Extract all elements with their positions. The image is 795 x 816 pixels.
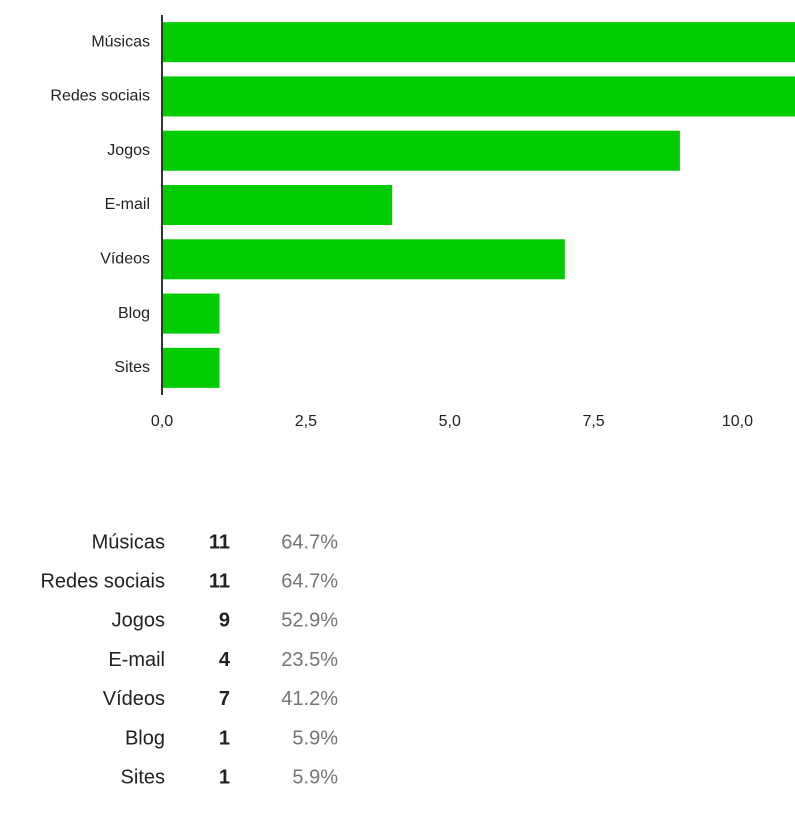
x-tick-label: 2,5 [295, 413, 317, 430]
row-count: 11 [209, 570, 230, 592]
bar [162, 130, 680, 171]
row-count: 11 [209, 531, 230, 553]
x-tick-label: 10,0 [722, 413, 753, 430]
row-count: 7 [219, 688, 230, 710]
row-label: Músicas [92, 531, 165, 553]
chart: 0,0 2,5 5,0 7,5 10,0 Músicas Redes sociais Jogo… [50, 15, 795, 430]
row-label: E-mail [108, 649, 165, 671]
x-tick-label: 0,0 [151, 413, 173, 430]
y-tick-label: Blog [118, 305, 150, 322]
row-percent: 64.7% [281, 531, 338, 553]
row-count: 1 [219, 727, 230, 749]
row-percent: 5.9% [292, 727, 338, 749]
row-label: Redes sociais [40, 570, 165, 592]
row-percent: 41.2% [281, 688, 338, 710]
bar [162, 293, 220, 334]
row-count: 1 [219, 766, 230, 788]
bar [162, 347, 220, 388]
row-label: Sites [121, 766, 165, 788]
x-tick-label: 5,0 [439, 413, 461, 430]
summary-table: Músicas 11 64.7%Redes sociais 11 64.7%Jogos 9… [40, 531, 338, 788]
y-tick-label: Músicas [91, 33, 150, 50]
y-tick-label: Vídeos [100, 251, 150, 268]
row-percent: 23.5% [281, 649, 338, 671]
row-count: 9 [219, 610, 230, 632]
y-tick-label: Redes sociais [50, 88, 150, 105]
y-tick-label: Jogos [107, 142, 150, 159]
x-tick-label: 7,5 [582, 413, 604, 430]
row-count: 4 [219, 649, 231, 671]
y-tick-label: Sites [114, 359, 150, 376]
row-percent: 5.9% [292, 766, 338, 788]
bar [162, 185, 393, 225]
row-label: Blog [125, 727, 165, 749]
bar [162, 239, 565, 280]
row-label: Jogos [112, 610, 165, 632]
row-percent: 64.7% [281, 570, 338, 592]
bar [162, 76, 795, 117]
row-label: Vídeos [103, 688, 165, 710]
bar [162, 22, 795, 63]
row-percent: 52.9% [281, 610, 338, 632]
y-tick-label: E-mail [105, 196, 150, 213]
